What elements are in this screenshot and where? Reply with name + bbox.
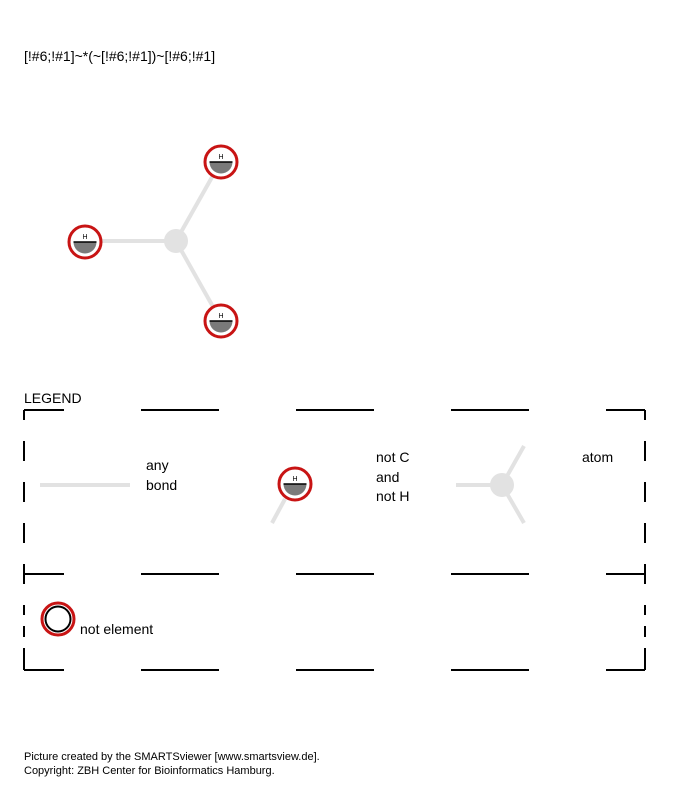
legend-not-element-text: not element xyxy=(80,621,153,637)
atom-top-not-element: H xyxy=(205,146,237,178)
atom-bottom-not-element: H xyxy=(205,305,237,337)
legend-not-c-atom-label: H xyxy=(292,476,297,483)
legend-not-c-text-2: and xyxy=(376,469,399,485)
footer-line-1: Picture created by the SMARTSviewer [www… xyxy=(24,751,320,763)
atom-left-not-element: H xyxy=(69,226,101,258)
legend-not-element: not element xyxy=(42,603,153,637)
atom-top-label: H xyxy=(218,154,223,161)
legend-atom: atom xyxy=(456,446,613,523)
molecule: H H H xyxy=(69,146,237,337)
legend-any-bond: any bond xyxy=(40,457,177,493)
legend-any-bond-text-1: any xyxy=(146,457,169,473)
any-atom-center xyxy=(164,229,188,253)
atom-left-label: H xyxy=(82,234,87,241)
footer-line-2: Copyright: ZBH Center for Bioinformatics… xyxy=(24,765,275,777)
legend-not-c-text-1: not C xyxy=(376,449,409,465)
legend-any-bond-text-2: bond xyxy=(146,477,177,493)
legend-not-c-not-h: H not C and not H xyxy=(272,449,409,523)
smarts-string: [!#6;!#1]~*(~[!#6;!#1])~[!#6;!#1] xyxy=(24,48,215,64)
atom-bottom-label: H xyxy=(218,313,223,320)
legend-title: LEGEND xyxy=(24,390,82,406)
legend-atom-text: atom xyxy=(582,449,613,465)
legend-not-c-text-3: not H xyxy=(376,488,409,504)
